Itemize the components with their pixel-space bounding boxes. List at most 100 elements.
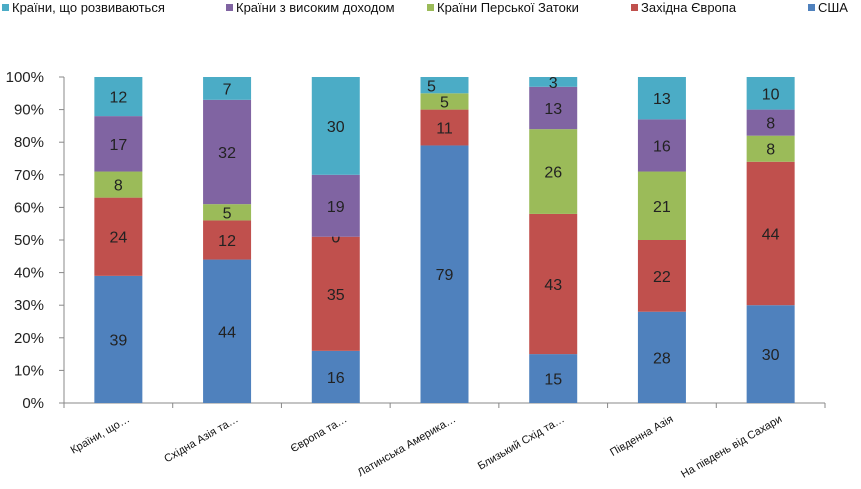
bar-segment xyxy=(746,161,795,306)
bar-segment xyxy=(529,213,578,355)
y-tick-label: 60% xyxy=(14,199,44,216)
x-category-label: На південь від Сахари xyxy=(679,413,784,481)
bar-segment xyxy=(420,109,469,146)
bar-segment xyxy=(203,220,252,260)
data-label: 13 xyxy=(653,91,671,108)
chart-legend: Країни, що розвиваються Країни з високим … xyxy=(0,0,861,18)
data-label: 39 xyxy=(109,332,127,349)
x-category-label: Східна Азія та… xyxy=(162,413,240,465)
data-label: 3 xyxy=(549,75,558,92)
legend-item: Країни Перської Затоки xyxy=(427,0,579,15)
legend-item: Країни, що розвиваються xyxy=(2,0,165,15)
y-tick-label: 100% xyxy=(6,69,44,86)
data-label: 30 xyxy=(327,119,345,136)
bar-segment xyxy=(420,77,469,94)
y-tick-label: 70% xyxy=(14,167,44,184)
data-label: 44 xyxy=(762,226,780,243)
legend-swatch xyxy=(427,4,434,11)
data-label: 8 xyxy=(766,116,775,133)
legend-swatch xyxy=(631,4,638,11)
data-label: 5 xyxy=(440,94,449,111)
bar-segment xyxy=(203,259,252,403)
x-category-label: Європа та… xyxy=(289,413,350,455)
bar-segment xyxy=(311,236,360,351)
bar-segment xyxy=(203,204,252,221)
data-label: 0 xyxy=(331,230,340,247)
legend-label: Країни, що розвиваються xyxy=(12,0,165,15)
x-category-label: Країни, що… xyxy=(69,413,132,456)
bar-segment xyxy=(529,354,578,403)
bar-segment xyxy=(746,305,795,403)
bar-segment xyxy=(94,197,143,276)
bar-segment xyxy=(529,129,578,214)
data-label: 13 xyxy=(544,101,562,118)
data-label: 32 xyxy=(218,145,236,162)
data-label: 5 xyxy=(223,205,232,222)
data-label: 19 xyxy=(327,199,345,216)
legend-label: США xyxy=(818,0,848,15)
bar-segment xyxy=(746,77,795,110)
x-category-label: Південна Азія xyxy=(608,413,675,459)
data-label: 8 xyxy=(766,142,775,159)
x-category-label: Близький Схід та… xyxy=(476,413,567,472)
bar-segment xyxy=(529,77,578,87)
y-tick-label: 0% xyxy=(22,395,44,412)
legend-swatch xyxy=(226,4,233,11)
x-category-label: Латинська Америка… xyxy=(356,413,458,479)
y-tick-label: 10% xyxy=(14,362,44,379)
bar-segment xyxy=(529,86,578,130)
data-label: 79 xyxy=(436,267,454,284)
legend-item: Західна Європа xyxy=(631,0,736,15)
bar-segment xyxy=(94,116,143,172)
bar-segment xyxy=(94,275,143,403)
bar-segment xyxy=(637,77,686,120)
data-label: 30 xyxy=(762,347,780,364)
data-label: 7 xyxy=(223,81,232,98)
legend-label: Західна Європа xyxy=(641,0,737,15)
data-label: 44 xyxy=(218,324,236,341)
data-label: 16 xyxy=(653,138,671,155)
bar-segment xyxy=(311,77,360,175)
legend-swatch xyxy=(808,4,815,11)
legend-item: США xyxy=(808,0,848,15)
data-label: 24 xyxy=(109,230,127,247)
bar-segment xyxy=(637,171,686,240)
bar-segment xyxy=(746,135,795,162)
data-label: 16 xyxy=(327,370,345,387)
data-label: 12 xyxy=(109,90,127,107)
bar-segment xyxy=(311,350,360,403)
y-tick-label: 50% xyxy=(14,232,44,249)
data-label: 43 xyxy=(544,277,562,294)
data-label: 12 xyxy=(218,233,236,250)
data-label: 26 xyxy=(544,165,562,182)
data-label: 21 xyxy=(653,199,671,216)
data-label: 10 xyxy=(762,86,780,103)
data-label: 28 xyxy=(653,350,671,367)
y-tick-label: 30% xyxy=(14,297,44,314)
bar-segment xyxy=(203,77,252,100)
y-tick-label: 80% xyxy=(14,134,44,151)
bar-segment xyxy=(203,99,252,205)
data-label: 35 xyxy=(327,287,345,304)
data-label: 15 xyxy=(544,372,562,389)
bar-segment xyxy=(94,77,143,117)
y-tick-label: 20% xyxy=(14,330,44,347)
y-tick-label: 90% xyxy=(14,102,44,119)
data-label: 8 xyxy=(114,178,123,195)
bar-segment xyxy=(637,311,686,403)
data-label: 11 xyxy=(436,121,453,138)
bar-segment xyxy=(420,145,469,403)
bar-segment xyxy=(311,174,360,237)
bar-segment xyxy=(637,240,686,312)
data-label: 17 xyxy=(109,137,127,154)
legend-swatch xyxy=(2,4,9,11)
legend-label: Країни з високим доходом xyxy=(236,0,395,15)
bar-segment xyxy=(746,109,795,136)
y-tick-label: 40% xyxy=(14,265,44,282)
legend-label: Країни Перської Затоки xyxy=(437,0,579,15)
data-label: 22 xyxy=(653,269,671,286)
legend-item: Країни з високим доходом xyxy=(226,0,395,15)
bar-segment xyxy=(420,93,469,110)
bar-segment xyxy=(637,119,686,172)
